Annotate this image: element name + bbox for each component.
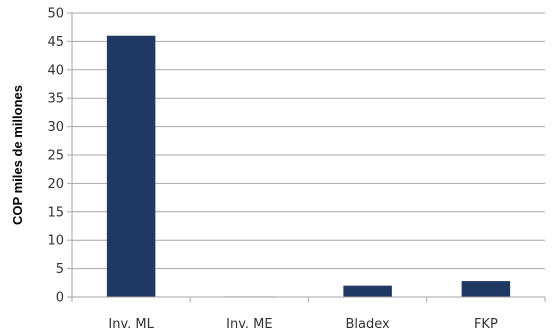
- x-category-label: Bladex: [346, 317, 391, 332]
- y-tick-label: 10: [47, 234, 64, 249]
- y-tick-label: 40: [47, 63, 64, 78]
- y-tick-label: 5: [56, 262, 64, 277]
- y-tick-label: 45: [47, 35, 64, 50]
- y-tick-label: 35: [47, 92, 64, 107]
- x-category-label: FKP: [474, 317, 498, 332]
- y-axis-ticks: 0 5 10 15 20 25 30 35 40 45 50: [47, 7, 73, 306]
- bar-fkp: [461, 281, 511, 297]
- y-tick-label: 0: [56, 291, 64, 306]
- y-tick-label: 25: [47, 149, 64, 164]
- x-axis: [71, 296, 546, 302]
- bar-bladex: [343, 285, 392, 297]
- y-tick-label: 30: [47, 120, 64, 135]
- y-axis-label: COP miles de millones: [10, 85, 25, 225]
- y-tick-label: 15: [47, 205, 64, 220]
- bars: [106, 35, 511, 298]
- x-category-label: Inv. ME: [226, 317, 272, 332]
- bar-inv-ml: [106, 35, 156, 297]
- x-category-label: Inv. ML: [108, 317, 154, 332]
- y-tick-label: 50: [47, 7, 64, 22]
- y-tick-label: 20: [47, 177, 64, 192]
- x-axis-labels: Inv. ML Inv. ME Bladex FKP: [108, 317, 498, 332]
